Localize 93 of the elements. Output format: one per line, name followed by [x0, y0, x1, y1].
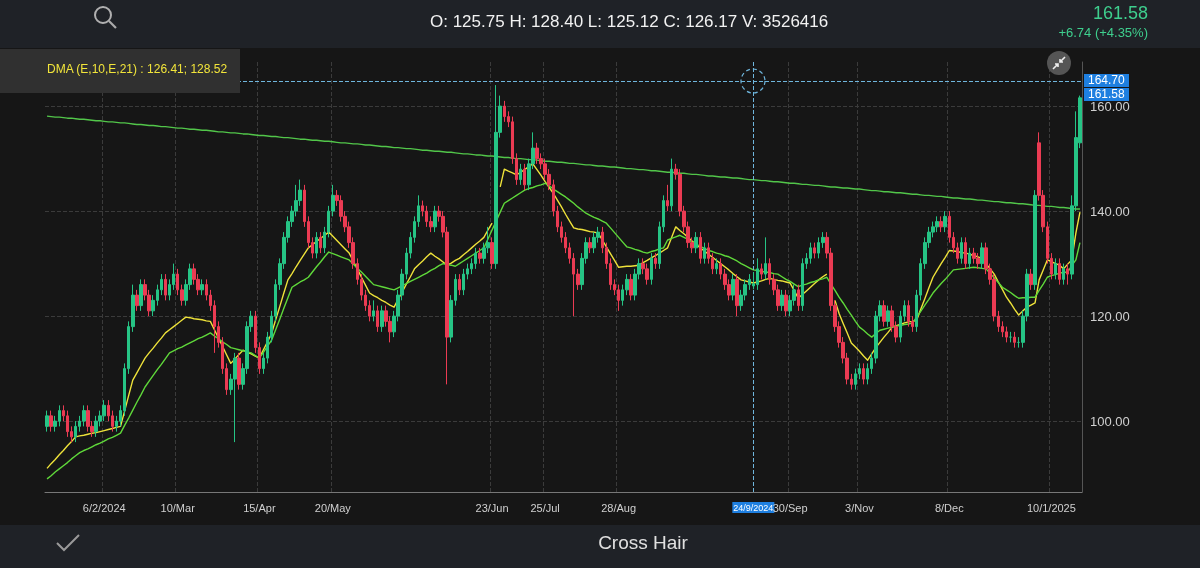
candlestick [519, 163, 522, 186]
candlestick [735, 273, 739, 317]
candlestick [886, 305, 890, 328]
y-tick-label: 100.00 [1090, 413, 1130, 429]
candlestick [650, 252, 653, 286]
candlestick [935, 215, 939, 233]
candlestick [715, 257, 718, 275]
candlestick [670, 158, 673, 212]
candlestick [376, 305, 379, 333]
x-tick-label: 15/Apr [243, 501, 276, 514]
candlestick [813, 242, 816, 259]
candlestick [494, 84, 498, 270]
ref-line-label: 164.70 [1084, 73, 1129, 88]
x-tick-label: 3/Nov [845, 501, 875, 514]
annotation: DMA (E,10,E,21) : 126.41; 128.52 [47, 62, 228, 76]
y-tick-label: 120.00 [1090, 308, 1130, 324]
candlestick [960, 236, 963, 265]
candlestick [968, 247, 971, 270]
candlestick [433, 205, 437, 233]
candlestick [731, 273, 735, 301]
candlestick [139, 278, 143, 312]
candlestick [976, 252, 980, 270]
candlestick [694, 231, 698, 254]
x-tick-label: 20/May [314, 501, 352, 514]
candlestick [1062, 263, 1065, 286]
candlestick [86, 404, 90, 433]
candlestick [233, 352, 237, 443]
x-tick-label: 25/Jul [530, 501, 560, 514]
candlestick [1054, 257, 1057, 280]
candlestick [237, 352, 241, 391]
candlestick [801, 257, 804, 312]
candlestick [462, 268, 465, 296]
x-tick-label: 10/1/2025 [1026, 501, 1076, 514]
candlestick [458, 273, 461, 296]
candlestick [372, 299, 375, 322]
text: Cross Hair [597, 532, 689, 554]
x-tick-label: 23/Jun [475, 501, 509, 514]
candlestick [380, 305, 384, 333]
candlestick [943, 210, 947, 233]
candlestick [756, 257, 759, 291]
candlestick [654, 252, 657, 270]
candlestick [1066, 263, 1069, 286]
candlestick [490, 236, 494, 270]
candlestick [939, 215, 943, 233]
candlestick [882, 299, 886, 328]
candlestick [780, 289, 784, 312]
x-tick-label: 8/Dec [934, 501, 965, 514]
x-tick-label: 28/Aug [601, 501, 637, 514]
candlestick [164, 273, 167, 301]
candlestick [964, 236, 967, 270]
candlestick [760, 263, 763, 280]
y-tick-label: 140.00 [1090, 203, 1130, 219]
candlestick [1058, 257, 1061, 286]
line-series [46, 115, 1081, 210]
candlestick [45, 410, 49, 433]
candlestick [478, 247, 482, 265]
candlestick [49, 410, 53, 433]
candlestick [319, 231, 322, 254]
candlestick [862, 362, 865, 385]
candlestick [666, 184, 669, 212]
text: O: 125.75 H: 128.40 L: 125.12 C: 126.17 V: 3526416 [430, 12, 829, 32]
candlestick [629, 273, 633, 301]
candlestick [1033, 189, 1037, 291]
candlestick [102, 399, 106, 422]
candlestick [784, 289, 788, 317]
candlestick [315, 231, 318, 259]
candlestick [1013, 331, 1016, 349]
candlestick [503, 100, 506, 123]
candlestick [797, 284, 800, 312]
x-tick-label: 24/9/2024 [733, 502, 774, 513]
x-tick-label: 10/Mar [160, 501, 196, 514]
candlestick [523, 163, 526, 191]
candlestick [972, 247, 976, 265]
candlestick [94, 415, 98, 438]
candlestick [474, 247, 477, 270]
candlestick [1029, 268, 1033, 291]
candlestick [699, 231, 702, 265]
candlestick [907, 299, 910, 328]
candlestick [592, 231, 596, 254]
candlestick [535, 142, 539, 165]
candlestick [200, 278, 204, 296]
candlestick [703, 242, 706, 265]
candlestick [135, 289, 139, 312]
candlestick [764, 236, 767, 280]
x-tick-label: 6/2/2024 [82, 501, 126, 514]
text: +6.74 (+4.35%) [1058, 25, 1148, 40]
candlestick [980, 242, 984, 270]
candlestick [588, 236, 592, 254]
text: 161.58 [1092, 3, 1148, 24]
candlestick [809, 242, 812, 265]
y-tick-label: 160.00 [1090, 98, 1130, 114]
candlestick [74, 420, 77, 443]
text: 161.58 [1084, 87, 1129, 101]
